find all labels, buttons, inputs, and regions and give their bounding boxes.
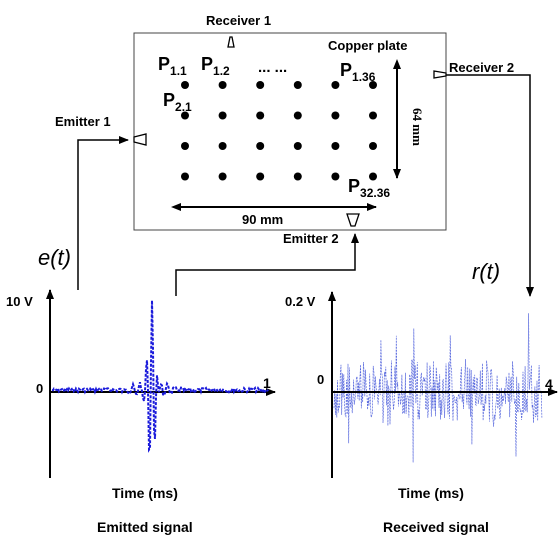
emitter2-label: Emitter 2 [283,231,339,246]
point-ellipsis: ... ... [258,59,287,76]
emitted-x-axis-label: Time (ms) [112,485,178,501]
emitter2-transducer [346,213,360,227]
emitted-x-end-label: 1 [263,375,271,391]
point-label-p1-36: P1.36 [340,60,376,84]
received-x-end-label: 4 [545,376,553,392]
measurement-point [369,111,377,120]
emitted-signal-symbol: e(t) [38,245,71,270]
received-signal-plot: 0.2 V 0 4 Time (ms) Received signal [285,291,558,535]
measurement-point [369,172,377,181]
received-caption: Received signal [383,519,489,535]
point-label-p1-1: P1.1 [158,54,187,78]
measurement-point [256,81,265,89]
width-dimension-label: 90 mm [242,212,283,227]
receiver2-wire [446,74,534,297]
measurement-point [181,111,189,120]
measurement-point [181,81,189,89]
receiver1-transducer [227,36,235,48]
measurement-point [181,142,189,150]
point-label-p1-2: P1.2 [201,54,230,78]
measurement-point [218,81,227,89]
copper-plate [133,32,447,231]
received-x-axis-label: Time (ms) [398,485,464,501]
measurement-point [256,111,265,120]
measurement-point [331,111,340,120]
emitted-caption: Emitted signal [97,519,193,535]
measurement-point [369,142,377,150]
measurement-point [293,81,302,89]
emitted-waveform [51,300,269,453]
measurement-point [256,142,265,150]
measurement-points-grid [181,81,377,181]
height-dimension-label: 64 mm [410,108,425,146]
received-waveform [333,313,543,463]
emitter1-label: Emitter 1 [55,114,111,129]
measurement-point [331,172,340,181]
received-y-max-label: 0.2 V [285,294,316,309]
emitter1-transducer [133,133,147,146]
measurement-point [293,142,302,150]
measurement-point [218,111,227,120]
measurement-point [218,142,227,150]
measurement-point [181,172,189,181]
measurement-point [218,172,227,181]
emitter1-wire [77,136,129,290]
point-label-p2-1: P2.1 [163,90,192,114]
receiver1-label: Receiver 1 [206,13,271,28]
received-origin-label: 0 [317,372,324,387]
emitted-origin-label: 0 [36,381,43,396]
emitted-signal-plot: 10 V 0 1 Time (ms) Emitted signal [6,289,276,535]
measurement-point [293,172,302,181]
received-signal-symbol: r(t) [472,259,500,284]
receiver2-label: Receiver 2 [449,60,514,75]
copper-plate-label: Copper plate [328,38,407,53]
measurement-point [331,81,340,89]
measurement-point [369,81,377,89]
receiver2-transducer [433,70,447,79]
measurement-point [293,111,302,120]
measurement-point [256,172,265,181]
emitter2-wire [175,233,359,296]
measurement-point [331,142,340,150]
emitted-y-max-label: 10 V [6,294,33,309]
point-label-p32-36: P32.36 [348,176,390,200]
